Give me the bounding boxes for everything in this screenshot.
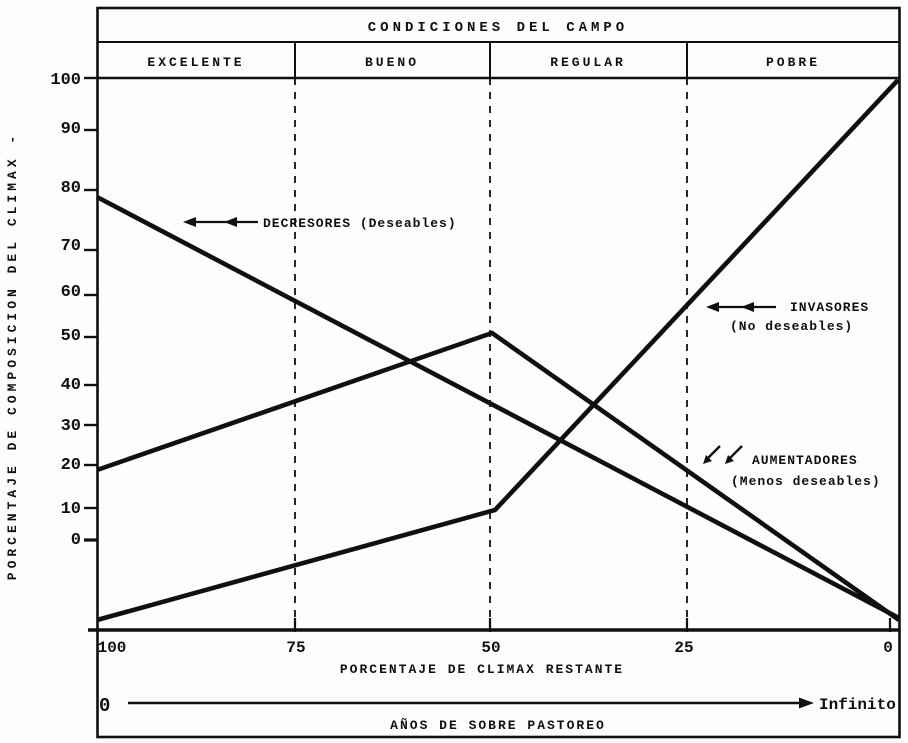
category-label-regular: REGULAR [550,55,626,70]
chart-title: CONDICIONES DEL CAMPO [368,20,628,36]
category-label-pobre: POBRE [766,55,820,70]
x-tick-label: 100 [98,639,127,657]
y-tick-label: 30 [61,417,81,436]
aumentadores-line [96,330,901,622]
decresores-line [95,194,901,621]
y-tick-label: 70 [61,237,81,256]
arrow-head [224,217,237,227]
invasores-line [96,78,900,623]
y-tick-label: 50 [61,327,81,346]
double-left-arrow-icon [183,217,258,227]
right-arrow-head-icon [799,697,814,709]
years-end-label: Infinito [819,696,896,714]
double-diagonal-arrow-icon [703,445,743,464]
arrow-head [706,302,719,312]
category-label-excelente: EXCELENTE [147,55,244,70]
arrow-head [741,302,754,312]
figure-border [96,6,901,739]
decresores-annotation: DECRESORES (Deseables) [183,216,457,231]
category-label-bueno: BUENO [365,55,419,70]
x-tick-label: 25 [674,639,693,657]
arrow-head [703,455,712,464]
decresores-label: DECRESORES (Deseables) [263,216,457,231]
years-start-label: 0 [99,695,110,717]
y-tick-label: 60 [61,283,81,302]
double-left-arrow-icon [706,302,776,312]
x-tick-label: 75 [286,639,305,657]
arrow-shaft [707,445,721,459]
invasores-label-line1: INVASORES [790,300,869,315]
y-tick-label: 90 [61,120,81,139]
aumentadores-label-line1: AUMENTADORES [752,453,858,468]
x-axis-title: PORCENTAJE DE CLIMAX RESTANTE [340,662,624,677]
invasores-label-line2: (No deseables) [730,319,853,334]
years-axis: 0 Infinito AÑOS DE SOBRE PASTOREO [99,695,896,733]
arrow-head [183,217,196,227]
y-tick-label: 20 [61,456,81,475]
y-axis-title: PORCENTAJE DE COMPOSICION DEL CLIMAX - [5,132,20,580]
y-tick-label: 40 [61,376,81,395]
years-axis-title: AÑOS DE SOBRE PASTOREO [390,718,606,733]
aumentadores-annotation: AUMENTADORES (Menos deseables) [703,445,881,489]
arrow-head [725,455,734,464]
y-tick-label: 0 [71,531,81,550]
arrow-shaft [729,445,743,459]
y-tick-label: 10 [61,500,81,519]
x-tick-label: 50 [481,639,500,657]
x-tick-label: 0 [883,639,893,657]
aumentadores-label-line2: (Menos deseables) [731,474,881,489]
y-tick-label: 100 [50,71,81,90]
invasores-annotation: INVASORES (No deseables) [706,300,869,334]
y-tick-label: 80 [61,179,81,198]
